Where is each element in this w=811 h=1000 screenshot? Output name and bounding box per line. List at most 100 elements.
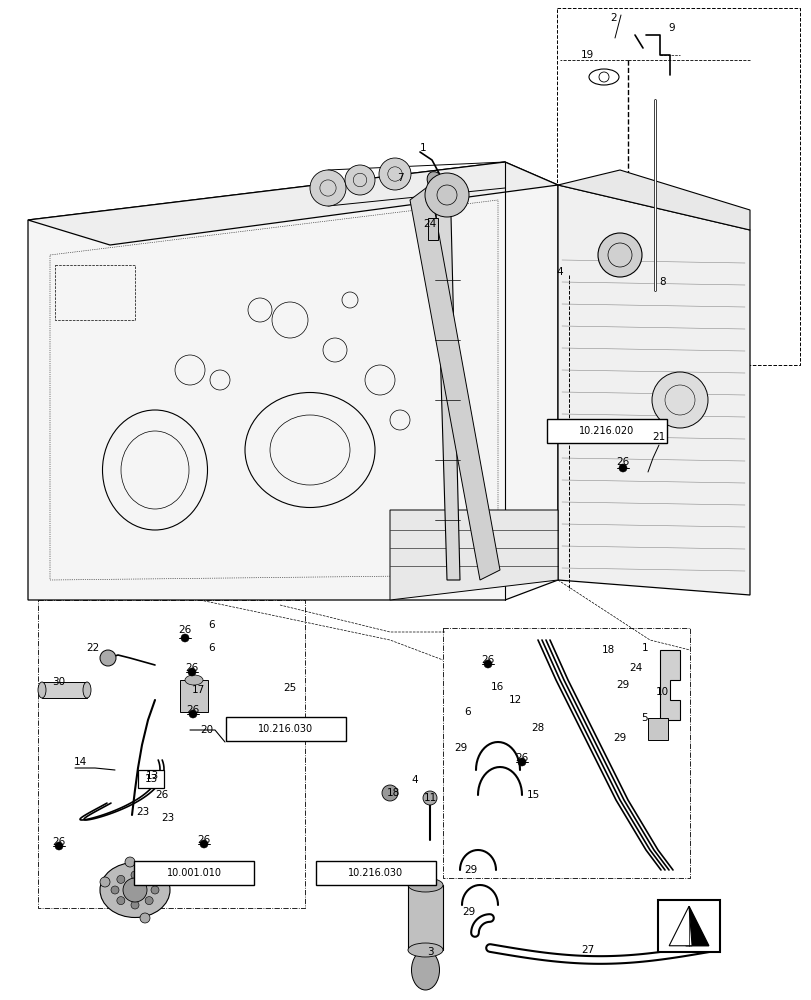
Text: 26: 26 <box>616 457 629 467</box>
Ellipse shape <box>407 878 443 892</box>
Polygon shape <box>685 906 708 946</box>
Text: 6: 6 <box>208 620 215 630</box>
Polygon shape <box>28 162 557 245</box>
Text: 24: 24 <box>423 219 436 229</box>
FancyBboxPatch shape <box>225 717 345 741</box>
Text: 26: 26 <box>185 663 199 673</box>
Text: 6: 6 <box>464 707 470 717</box>
Text: 29: 29 <box>612 733 626 743</box>
Circle shape <box>158 873 168 883</box>
Polygon shape <box>389 510 557 600</box>
Polygon shape <box>435 175 460 580</box>
Text: 10.216.030: 10.216.030 <box>348 868 403 878</box>
FancyBboxPatch shape <box>315 861 436 885</box>
Circle shape <box>100 650 116 666</box>
Text: 26: 26 <box>155 790 169 800</box>
Polygon shape <box>557 185 749 595</box>
Polygon shape <box>668 906 691 946</box>
Text: 13: 13 <box>144 774 157 784</box>
Text: 15: 15 <box>526 790 539 800</box>
Text: 4: 4 <box>556 267 563 277</box>
Circle shape <box>100 877 109 887</box>
Text: 28: 28 <box>530 723 544 733</box>
Text: 25: 25 <box>283 683 296 693</box>
Text: 7: 7 <box>397 173 403 183</box>
Ellipse shape <box>100 862 169 917</box>
Text: 20: 20 <box>200 725 213 735</box>
Polygon shape <box>557 170 749 230</box>
Circle shape <box>188 668 195 676</box>
Text: 13: 13 <box>145 771 158 781</box>
Circle shape <box>483 660 491 668</box>
Bar <box>42 682 87 698</box>
Circle shape <box>122 878 147 902</box>
Circle shape <box>55 842 63 850</box>
Text: 1: 1 <box>419 143 426 153</box>
Text: 26: 26 <box>197 835 210 845</box>
Circle shape <box>517 758 526 766</box>
Text: 16: 16 <box>490 682 503 692</box>
Text: 26: 26 <box>515 753 528 763</box>
Text: 23: 23 <box>136 807 149 817</box>
Circle shape <box>200 840 208 848</box>
Circle shape <box>379 158 410 190</box>
Circle shape <box>145 897 153 905</box>
Text: 5: 5 <box>641 713 647 723</box>
Ellipse shape <box>407 943 443 957</box>
Text: 21: 21 <box>651 432 665 442</box>
Circle shape <box>423 791 436 805</box>
Polygon shape <box>410 185 500 580</box>
Text: 10.216.030: 10.216.030 <box>258 724 313 734</box>
Circle shape <box>151 886 159 894</box>
Bar <box>55 265 135 320</box>
Text: 4: 4 <box>411 775 418 785</box>
Circle shape <box>117 875 125 883</box>
Text: 17: 17 <box>191 685 204 695</box>
Circle shape <box>111 886 119 894</box>
Text: 27: 27 <box>581 945 594 955</box>
Bar <box>180 680 208 712</box>
Circle shape <box>131 871 139 879</box>
Circle shape <box>181 634 189 642</box>
Text: 23: 23 <box>161 813 174 823</box>
Circle shape <box>125 857 135 867</box>
Polygon shape <box>28 162 557 600</box>
Text: 19: 19 <box>580 50 593 60</box>
Ellipse shape <box>427 172 444 192</box>
Circle shape <box>139 913 150 923</box>
Bar <box>407 885 443 950</box>
Text: 29: 29 <box>464 865 477 875</box>
Circle shape <box>117 897 125 905</box>
Text: 6: 6 <box>208 643 215 653</box>
Text: 11: 11 <box>423 793 436 803</box>
Ellipse shape <box>38 682 46 698</box>
Polygon shape <box>647 718 667 740</box>
Text: 29: 29 <box>461 907 475 917</box>
FancyBboxPatch shape <box>547 419 666 443</box>
Circle shape <box>651 372 707 428</box>
Text: 10: 10 <box>654 687 667 697</box>
Circle shape <box>597 233 642 277</box>
FancyBboxPatch shape <box>134 861 254 885</box>
Circle shape <box>310 170 345 206</box>
Text: 26: 26 <box>53 837 66 847</box>
Ellipse shape <box>83 682 91 698</box>
Circle shape <box>345 165 375 195</box>
Ellipse shape <box>185 675 203 685</box>
Text: 10.001.010: 10.001.010 <box>166 868 221 878</box>
Bar <box>657 900 719 952</box>
Circle shape <box>618 464 626 472</box>
Text: 14: 14 <box>73 757 87 767</box>
Circle shape <box>189 710 197 718</box>
Text: 26: 26 <box>481 655 494 665</box>
Text: 29: 29 <box>454 743 467 753</box>
Text: 9: 9 <box>668 23 675 33</box>
Text: 8: 8 <box>659 277 666 287</box>
Text: 22: 22 <box>86 643 100 653</box>
Text: 18: 18 <box>386 788 399 798</box>
Circle shape <box>424 173 469 217</box>
Text: 26: 26 <box>178 625 191 635</box>
Text: 29: 29 <box>616 680 629 690</box>
Polygon shape <box>659 650 679 720</box>
Bar <box>138 770 164 788</box>
